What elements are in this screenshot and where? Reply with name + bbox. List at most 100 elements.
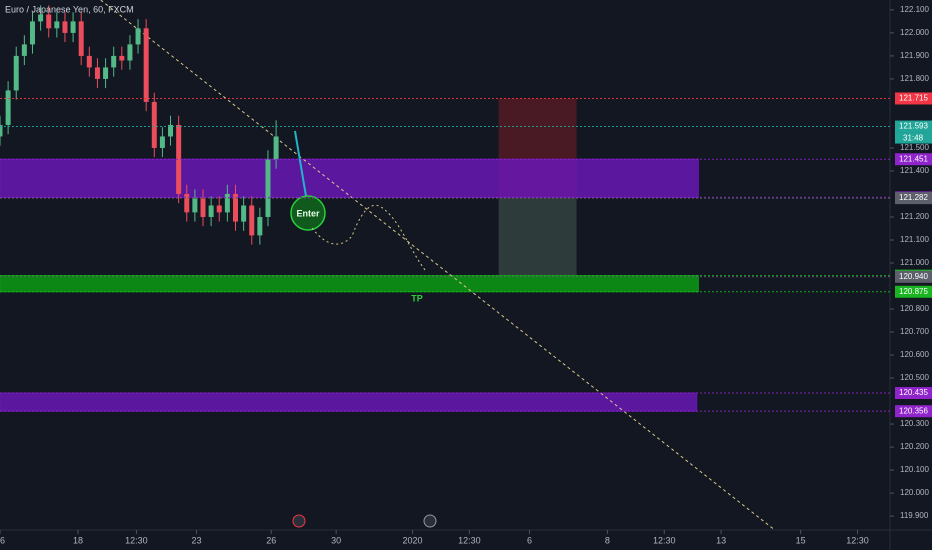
price-tag	[895, 120, 932, 133]
candle-body	[184, 193, 190, 213]
x-tick-label: 16	[0, 535, 5, 545]
y-tick-label: 121.400	[900, 166, 929, 175]
y-tick-label: 120.200	[900, 442, 929, 451]
candle-body	[86, 55, 92, 68]
countdown-tag	[895, 132, 932, 144]
x-tick-label: 2020	[403, 535, 423, 545]
price-tag	[895, 92, 932, 105]
y-tick-label: 120.800	[900, 304, 929, 313]
price-tag	[895, 285, 932, 298]
candle-body	[200, 198, 206, 217]
candle-body	[143, 28, 149, 102]
candle-body	[54, 21, 60, 29]
x-tick-label: 12:30	[846, 535, 869, 545]
x-tick-label: 18	[73, 535, 83, 545]
candle-body	[176, 124, 182, 194]
candle-body	[135, 28, 141, 45]
y-tick-label: 120.500	[900, 373, 929, 382]
candle-body	[46, 14, 52, 29]
candle-body	[273, 136, 279, 160]
x-tick-label: 23	[192, 535, 202, 545]
x-tick-label: 6	[527, 535, 532, 545]
x-tick-label: 12:30	[653, 535, 676, 545]
candle-body	[265, 159, 271, 217]
y-tick-label: 120.600	[900, 350, 929, 359]
y-tick-label: 121.800	[900, 74, 929, 83]
candle-body	[29, 21, 35, 45]
candle-body	[168, 124, 174, 137]
y-tick-label: 122.000	[900, 28, 929, 37]
countdown: 31:48	[903, 134, 924, 143]
candle-body	[224, 193, 230, 213]
y-tick-label: 120.100	[900, 465, 929, 474]
candle-body	[159, 136, 165, 148]
y-tick-label: 121.900	[900, 51, 929, 60]
price-tag-label: 120.940	[899, 272, 928, 281]
event-icon[interactable]	[292, 514, 306, 528]
candle-body	[111, 55, 117, 68]
candle-body	[13, 55, 19, 91]
y-tick-label: 120.000	[900, 488, 929, 497]
price-tag-label: 121.282	[899, 193, 928, 202]
symbol-title: Euro / Japanese Yen, 60, FXCM	[5, 4, 134, 14]
candle-body	[94, 67, 100, 79]
price-tag	[895, 153, 932, 166]
y-tick-label: 120.300	[900, 419, 929, 428]
y-tick-label: 120.700	[900, 327, 929, 336]
candle-body	[5, 90, 11, 125]
candle-body	[62, 21, 68, 33]
candle-body	[216, 205, 222, 213]
price-tag	[895, 405, 932, 418]
candle-body	[38, 14, 44, 22]
enter-marker	[290, 195, 326, 231]
candle-body	[208, 205, 214, 217]
y-tick-label: 121.500	[900, 143, 929, 152]
candle-body	[127, 44, 133, 61]
candle-body	[119, 55, 125, 61]
event-icon[interactable]	[423, 514, 437, 528]
tp-label: TP	[411, 293, 423, 303]
candle-body	[249, 205, 255, 236]
price-tag-label: 120.875	[899, 287, 928, 296]
candle-body	[192, 198, 198, 213]
price-tag	[895, 387, 932, 400]
x-tick-label: 12:30	[125, 535, 148, 545]
price-tag	[895, 192, 932, 205]
y-tick-label: 121.000	[900, 258, 929, 267]
candle-body	[103, 67, 109, 79]
price-tag-label: 120.356	[899, 406, 928, 415]
price-tag-label: 121.715	[899, 94, 928, 103]
candle-body	[257, 216, 263, 236]
candle-body	[0, 124, 3, 137]
candle-body	[232, 193, 238, 222]
price-tag	[895, 270, 932, 283]
zone	[0, 158, 699, 198]
zone	[0, 392, 698, 412]
candle-body	[241, 205, 247, 222]
x-tick-label: 26	[266, 535, 276, 545]
candle-body	[151, 101, 157, 148]
price-tag-label: 120.435	[899, 388, 928, 397]
y-tick-label: 119.900	[900, 511, 929, 520]
price-tag-label: 121.451	[899, 154, 928, 163]
candle-body	[21, 44, 27, 56]
x-tick-label: 12:30	[458, 535, 481, 545]
zone	[0, 275, 699, 293]
candle-body	[70, 21, 76, 33]
enter-label: Enter	[296, 208, 320, 218]
candle-body	[78, 21, 84, 56]
x-tick-label: 8	[605, 535, 610, 545]
projection-path	[311, 204, 426, 271]
target-zone	[498, 198, 577, 276]
x-tick-label: 13	[716, 535, 726, 545]
y-tick-label: 122.100	[900, 5, 929, 14]
arrow	[294, 130, 309, 209]
price-tag-label: 121.593	[899, 122, 928, 131]
x-tick-label: 15	[796, 535, 806, 545]
y-tick-label: 121.200	[900, 212, 929, 221]
trendline	[100, 0, 775, 531]
y-tick-label: 121.100	[900, 235, 929, 244]
x-tick-label: 30	[331, 535, 341, 545]
